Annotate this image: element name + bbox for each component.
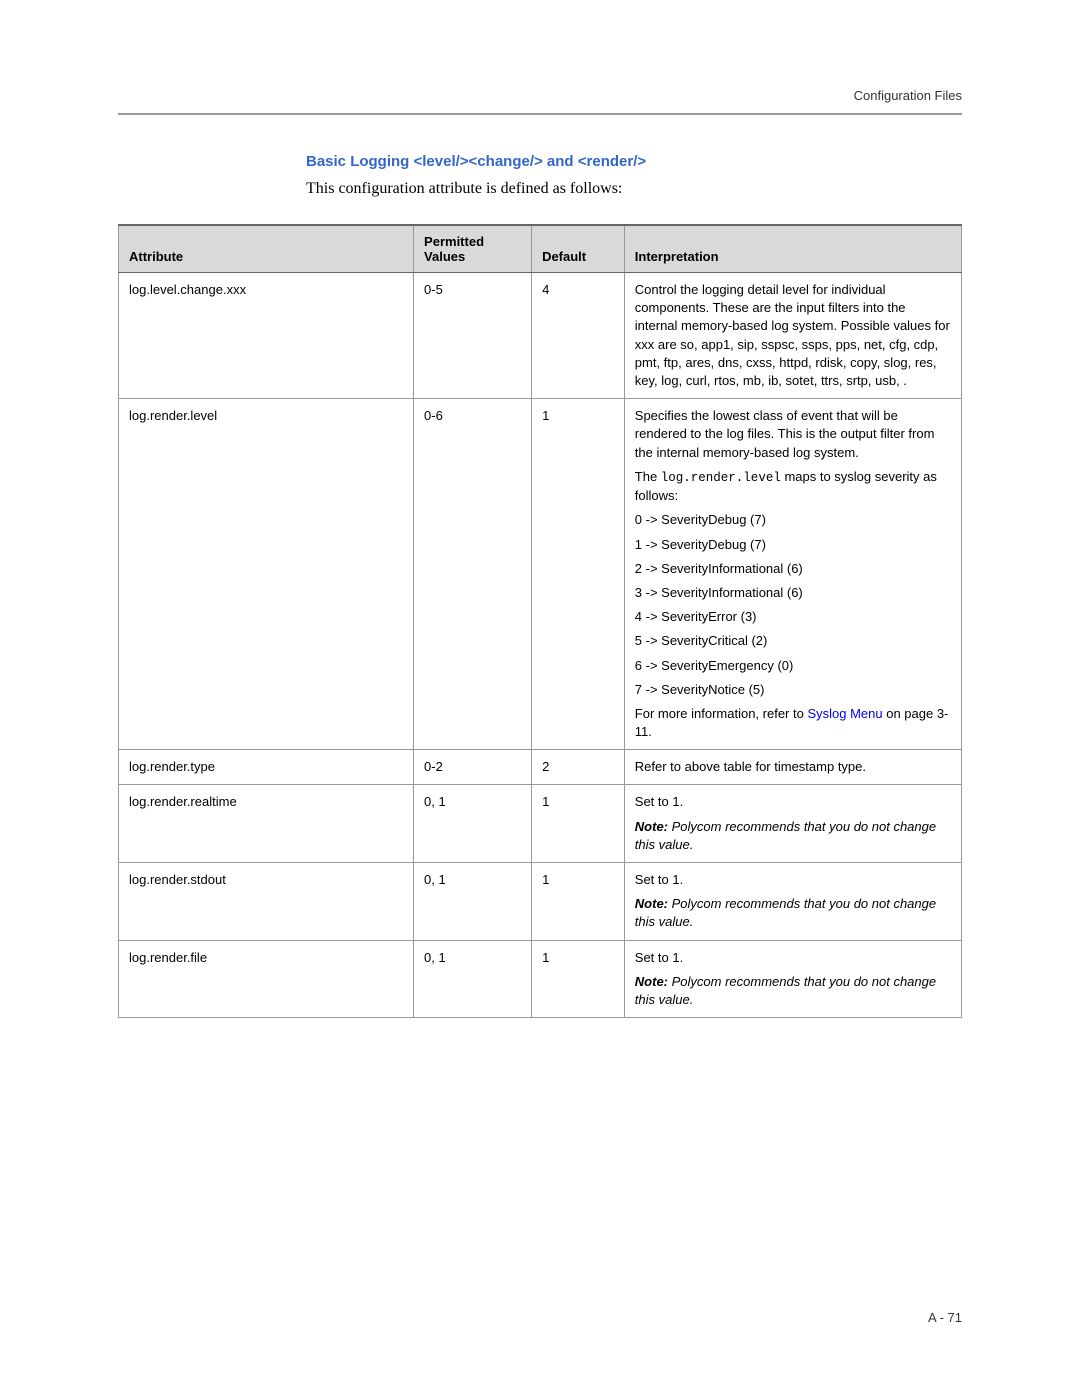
note-text: Polycom recommends that you do not chang… — [635, 896, 936, 929]
cell-permitted: 0, 1 — [414, 785, 532, 863]
cell-interpretation: Set to 1. Note: Polycom recommends that … — [624, 785, 961, 863]
header-rule — [118, 113, 962, 115]
table-row: log.render.type 0-2 2 Refer to above tab… — [119, 750, 962, 785]
cell-attribute: log.render.stdout — [119, 863, 414, 941]
cell-interpretation: Specifies the lowest class of event that… — [624, 399, 961, 750]
note-text: Polycom recommends that you do not chang… — [635, 974, 936, 1007]
col-header-default: Default — [532, 225, 625, 273]
table-row: log.render.realtime 0, 1 1 Set to 1. Not… — [119, 785, 962, 863]
interp-set: Set to 1. — [635, 949, 951, 967]
interp-more: For more information, refer to Syslog Me… — [635, 705, 951, 741]
table-row: log.render.file 0, 1 1 Set to 1. Note: P… — [119, 940, 962, 1018]
interp-p2-code: log.render.level — [661, 471, 781, 485]
cell-interpretation: Set to 1. Note: Polycom recommends that … — [624, 940, 961, 1018]
interp-set: Set to 1. — [635, 871, 951, 889]
col-header-attribute: Attribute — [119, 225, 414, 273]
note-text: Polycom recommends that you do not chang… — [635, 819, 936, 852]
note-label: Note: — [635, 896, 668, 911]
config-table: Attribute Permitted Values Default Inter… — [118, 224, 962, 1018]
section-title: Basic Logging <level/><change/> and <ren… — [306, 153, 962, 170]
page-number: A - 71 — [928, 1310, 962, 1325]
col-header-interpretation: Interpretation — [624, 225, 961, 273]
interp-note: Note: Polycom recommends that you do not… — [635, 818, 951, 854]
table-row: log.level.change.xxx 0-5 4 Control the l… — [119, 273, 962, 399]
interp-note: Note: Polycom recommends that you do not… — [635, 895, 951, 931]
severity-6: 6 -> SeverityEmergency (0) — [635, 657, 951, 675]
col-header-permitted: Permitted Values — [414, 225, 532, 273]
severity-7: 7 -> SeverityNotice (5) — [635, 681, 951, 699]
cell-permitted: 0, 1 — [414, 863, 532, 941]
cell-attribute: log.render.file — [119, 940, 414, 1018]
interp-p2-pre: The — [635, 469, 661, 484]
severity-5: 5 -> SeverityCritical (2) — [635, 632, 951, 650]
cell-permitted: 0, 1 — [414, 940, 532, 1018]
cell-interpretation: Refer to above table for timestamp type. — [624, 750, 961, 785]
cell-default: 1 — [532, 399, 625, 750]
note-label: Note: — [635, 974, 668, 989]
cell-attribute: log.render.realtime — [119, 785, 414, 863]
severity-3: 3 -> SeverityInformational (6) — [635, 584, 951, 602]
cell-permitted: 0-5 — [414, 273, 532, 399]
cell-interpretation: Control the logging detail level for ind… — [624, 273, 961, 399]
note-label: Note: — [635, 819, 668, 834]
table-row: log.render.stdout 0, 1 1 Set to 1. Note:… — [119, 863, 962, 941]
cell-default: 4 — [532, 273, 625, 399]
header-right-text: Configuration Files — [118, 88, 962, 103]
severity-0: 0 -> SeverityDebug (7) — [635, 511, 951, 529]
severity-2: 2 -> SeverityInformational (6) — [635, 560, 951, 578]
cell-default: 1 — [532, 863, 625, 941]
interp-set: Set to 1. — [635, 793, 951, 811]
cell-interpretation: Set to 1. Note: Polycom recommends that … — [624, 863, 961, 941]
severity-4: 4 -> SeverityError (3) — [635, 608, 951, 626]
severity-1: 1 -> SeverityDebug (7) — [635, 536, 951, 554]
table-row: log.render.level 0-6 1 Specifies the low… — [119, 399, 962, 750]
cell-permitted: 0-6 — [414, 399, 532, 750]
cell-attribute: log.render.level — [119, 399, 414, 750]
cell-attribute: log.render.type — [119, 750, 414, 785]
intro-text: This configuration attribute is defined … — [306, 180, 962, 198]
interp-p1: Specifies the lowest class of event that… — [635, 407, 951, 462]
interp-note: Note: Polycom recommends that you do not… — [635, 973, 951, 1009]
interp-p2: The log.render.level maps to syslog seve… — [635, 468, 951, 506]
cell-permitted: 0-2 — [414, 750, 532, 785]
more-pre: For more information, refer to — [635, 706, 808, 721]
cell-default: 1 — [532, 940, 625, 1018]
cell-default: 2 — [532, 750, 625, 785]
cell-attribute: log.level.change.xxx — [119, 273, 414, 399]
syslog-menu-link[interactable]: Syslog Menu — [807, 706, 882, 721]
table-header-row: Attribute Permitted Values Default Inter… — [119, 225, 962, 273]
cell-default: 1 — [532, 785, 625, 863]
